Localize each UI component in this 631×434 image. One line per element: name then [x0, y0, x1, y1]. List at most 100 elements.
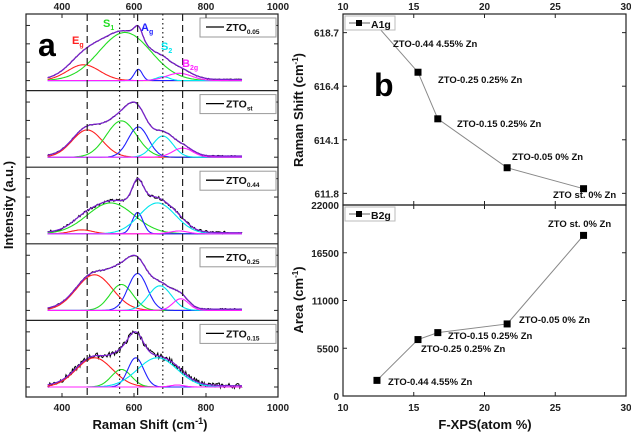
y-tick-label: 11000 — [312, 297, 340, 308]
spectrum-subpanel-0.05: ZTO0.05 — [26, 17, 278, 82]
x-tick-label-bottom: 400 — [54, 403, 71, 414]
x-tick-label-top: 1000 — [267, 2, 290, 13]
legend-subscript: 0.15 — [247, 335, 260, 342]
xps-panel: 618.7 616.4 614.1 611.8 10 15 20 25 30 ZTO-0.44 4… — [291, 2, 631, 432]
fit-peak-Ag — [47, 272, 242, 311]
data-point — [414, 336, 422, 344]
y-tick-label: 618.7 — [314, 29, 339, 40]
fit-peak-Eg — [47, 274, 242, 311]
legend-label: ZTO0.44 — [226, 175, 260, 189]
a1g-frame — [342, 13, 627, 206]
fit-peak-S1 — [47, 120, 242, 158]
spectrum-subpanel-0.25: ZTO0.25 — [26, 243, 278, 311]
data-point — [434, 115, 442, 123]
spectrum-subpanel-0.44: ZTO0.44 — [26, 166, 278, 235]
peak-label-subscript: 2 — [168, 48, 172, 55]
data-point — [434, 329, 442, 337]
fit-peak-B2g — [47, 72, 242, 82]
point-annotation: ZTO-0.44 4.55% Zn — [388, 377, 472, 388]
legend-box — [199, 247, 277, 268]
b2g-chart: 22000 16500 11000 5500 010 15 20 25 30 ZTO-0.44 4… — [311, 201, 631, 414]
cumulative-fit-line — [47, 254, 242, 310]
data-point — [580, 231, 588, 239]
fit-peak-B2g — [47, 298, 242, 311]
point-annotation: ZTO-0.05 0% Zn — [512, 152, 583, 163]
x-tick-label-top: 20 — [479, 2, 491, 13]
panel-label-a: a — [38, 27, 56, 63]
x-tick-label-bottom: 20 — [479, 403, 491, 414]
x-tick-label-bottom: 600 — [126, 403, 143, 414]
a1g-chart: 618.7 616.4 614.1 611.8 10 15 20 25 30 ZTO-0.44 4… — [314, 2, 631, 205]
x-axis-label-right: F-XPS(atom %) — [438, 417, 531, 432]
legend-name: ZTO — [226, 99, 247, 111]
legend-name: ZTO — [226, 22, 247, 34]
x-tick-label-top: 15 — [408, 2, 420, 13]
peak-label: Eg — [72, 35, 84, 49]
fit-peak-B2g — [47, 384, 242, 388]
data-point — [414, 68, 422, 76]
y-axis-label-left: Intensity (a.u.) — [1, 161, 16, 249]
x-tick-label-top: 800 — [198, 2, 215, 13]
series-line — [376, 235, 584, 381]
data-point — [580, 185, 588, 193]
x-tick-label-bottom: 10 — [337, 403, 349, 414]
x-tick-label-bottom: 1000 — [267, 403, 290, 414]
legend-box — [199, 17, 277, 38]
x-tick-label-top: 30 — [620, 2, 631, 13]
point-annotation: ZTO st. 0% Zn — [548, 219, 611, 230]
y-tick-label: 5500 — [317, 344, 340, 355]
legend-subscript: 0.44 — [247, 182, 260, 189]
peak-label-name: S — [103, 18, 110, 30]
point-annotation: ZTO st. 0% Zn — [553, 190, 616, 201]
cumulative-fit-line — [47, 177, 242, 234]
legend-name: ZTO — [226, 175, 247, 187]
point-annotation: ZTO-0.25 0.25% Zn — [438, 75, 522, 86]
peak-label-name: B — [182, 58, 190, 70]
peak-label-name: A — [141, 22, 149, 34]
legend-marker — [356, 20, 362, 26]
legend-box — [199, 323, 277, 344]
raw-data-line — [47, 330, 243, 390]
x-tick-label-bottom: 800 — [198, 403, 215, 414]
peak-label: B2g — [182, 58, 198, 72]
y-tick-label: 616.4 — [314, 82, 339, 93]
x-tick-label-bottom: 30 — [620, 403, 631, 414]
peak-label-name: S — [161, 41, 168, 53]
cumulative-fit-line — [47, 101, 242, 157]
x-tick-label-top: 400 — [54, 2, 71, 13]
peak-label-subscript: g — [79, 42, 83, 49]
y-tick-label: 16500 — [311, 249, 339, 260]
y-tick-label: 614.1 — [314, 136, 339, 147]
legend-label: ZTO0.15 — [226, 328, 260, 342]
legend-box — [199, 170, 277, 191]
point-annotation: ZTO-0.15 0.25% Zn — [448, 331, 532, 342]
point-annotation: ZTO-0.44 4.55% Zn — [393, 39, 477, 50]
legend-subscript: st — [247, 106, 254, 113]
fit-peak-B2g — [47, 147, 242, 158]
data-point — [373, 376, 381, 384]
data-point — [503, 164, 511, 172]
legend-name: ZTO — [226, 252, 247, 264]
panel-label-b: b — [374, 67, 394, 103]
legend-subscript: 0.25 — [247, 259, 260, 266]
peak-label: S2 — [161, 41, 172, 55]
legend-marker — [356, 211, 362, 217]
x-tick-label-top: 25 — [550, 2, 562, 13]
x-tick-label-top: 600 — [126, 2, 143, 13]
y-tick-label: 22000 — [311, 201, 339, 212]
x-tick-label-bottom: 15 — [408, 403, 420, 414]
legend-subscript: 0.05 — [247, 29, 260, 36]
legend-label: ZTO0.25 — [226, 252, 260, 266]
x-axis-label-left: Raman Shift (cm-1) — [93, 416, 208, 432]
x-tick-label-top: 10 — [337, 2, 349, 13]
legend-box — [199, 94, 277, 115]
y-axis-label-b2g: Area (cm-1) — [291, 266, 306, 333]
peak-label-subscript: 1 — [110, 25, 114, 32]
left-frame — [25, 13, 279, 398]
peak-label-subscript: g — [149, 29, 153, 36]
legend-name: ZTO — [226, 328, 247, 340]
y-axis-label-a1g: Raman Shift (cm-1) — [291, 53, 306, 167]
legend-label: B2g — [371, 210, 391, 222]
